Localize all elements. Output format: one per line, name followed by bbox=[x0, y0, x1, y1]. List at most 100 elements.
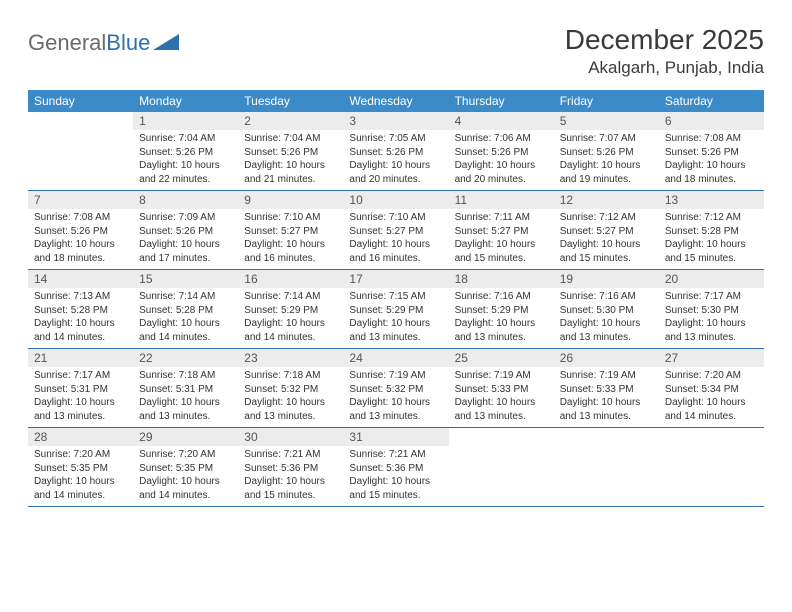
sunrise-text: Sunrise: 7:08 AM bbox=[665, 132, 758, 146]
daylight-text-2: and 19 minutes. bbox=[560, 173, 653, 187]
day-body: Sunrise: 7:09 AMSunset: 5:26 PMDaylight:… bbox=[133, 209, 238, 269]
week-row: 14Sunrise: 7:13 AMSunset: 5:28 PMDayligh… bbox=[28, 270, 764, 349]
sunset-text: Sunset: 5:26 PM bbox=[349, 146, 442, 160]
daylight-text-2: and 14 minutes. bbox=[665, 410, 758, 424]
sunrise-text: Sunrise: 7:04 AM bbox=[244, 132, 337, 146]
day-cell: 9Sunrise: 7:10 AMSunset: 5:27 PMDaylight… bbox=[238, 191, 343, 269]
sunset-text: Sunset: 5:28 PM bbox=[665, 225, 758, 239]
daylight-text-1: Daylight: 10 hours bbox=[560, 396, 653, 410]
daylight-text-1: Daylight: 10 hours bbox=[455, 159, 548, 173]
week-row: 21Sunrise: 7:17 AMSunset: 5:31 PMDayligh… bbox=[28, 349, 764, 428]
day-body: Sunrise: 7:17 AMSunset: 5:31 PMDaylight:… bbox=[28, 367, 133, 427]
sunset-text: Sunset: 5:27 PM bbox=[244, 225, 337, 239]
week-row: 1Sunrise: 7:04 AMSunset: 5:26 PMDaylight… bbox=[28, 112, 764, 191]
day-cell: 12Sunrise: 7:12 AMSunset: 5:27 PMDayligh… bbox=[554, 191, 659, 269]
day-number: 16 bbox=[238, 270, 343, 288]
daylight-text-2: and 14 minutes. bbox=[244, 331, 337, 345]
daylight-text-1: Daylight: 10 hours bbox=[349, 238, 442, 252]
daylight-text-1: Daylight: 10 hours bbox=[139, 238, 232, 252]
sunrise-text: Sunrise: 7:14 AM bbox=[139, 290, 232, 304]
daylight-text-2: and 15 minutes. bbox=[244, 489, 337, 503]
sunset-text: Sunset: 5:29 PM bbox=[349, 304, 442, 318]
day-body: Sunrise: 7:20 AMSunset: 5:34 PMDaylight:… bbox=[659, 367, 764, 427]
sunset-text: Sunset: 5:35 PM bbox=[139, 462, 232, 476]
sunset-text: Sunset: 5:27 PM bbox=[349, 225, 442, 239]
sunrise-text: Sunrise: 7:10 AM bbox=[349, 211, 442, 225]
sunset-text: Sunset: 5:26 PM bbox=[665, 146, 758, 160]
sunrise-text: Sunrise: 7:20 AM bbox=[139, 448, 232, 462]
sunrise-text: Sunrise: 7:13 AM bbox=[34, 290, 127, 304]
day-cell: 10Sunrise: 7:10 AMSunset: 5:27 PMDayligh… bbox=[343, 191, 448, 269]
daylight-text-1: Daylight: 10 hours bbox=[560, 238, 653, 252]
day-number: 22 bbox=[133, 349, 238, 367]
daylight-text-2: and 13 minutes. bbox=[244, 410, 337, 424]
day-cell: 25Sunrise: 7:19 AMSunset: 5:33 PMDayligh… bbox=[449, 349, 554, 427]
sunrise-text: Sunrise: 7:19 AM bbox=[349, 369, 442, 383]
daylight-text-1: Daylight: 10 hours bbox=[349, 475, 442, 489]
day-number: 4 bbox=[449, 112, 554, 130]
sunrise-text: Sunrise: 7:11 AM bbox=[455, 211, 548, 225]
daylight-text-1: Daylight: 10 hours bbox=[244, 159, 337, 173]
daylight-text-1: Daylight: 10 hours bbox=[349, 317, 442, 331]
day-number: 19 bbox=[554, 270, 659, 288]
day-body: Sunrise: 7:14 AMSunset: 5:29 PMDaylight:… bbox=[238, 288, 343, 348]
daylight-text-2: and 13 minutes. bbox=[34, 410, 127, 424]
day-cell: 16Sunrise: 7:14 AMSunset: 5:29 PMDayligh… bbox=[238, 270, 343, 348]
daylight-text-2: and 20 minutes. bbox=[349, 173, 442, 187]
sunset-text: Sunset: 5:33 PM bbox=[560, 383, 653, 397]
sunrise-text: Sunrise: 7:15 AM bbox=[349, 290, 442, 304]
day-body: Sunrise: 7:05 AMSunset: 5:26 PMDaylight:… bbox=[343, 130, 448, 190]
day-number: 25 bbox=[449, 349, 554, 367]
sunrise-text: Sunrise: 7:10 AM bbox=[244, 211, 337, 225]
day-cell: 22Sunrise: 7:18 AMSunset: 5:31 PMDayligh… bbox=[133, 349, 238, 427]
daylight-text-2: and 15 minutes. bbox=[455, 252, 548, 266]
brand-part2: Blue bbox=[106, 30, 150, 55]
day-body: Sunrise: 7:08 AMSunset: 5:26 PMDaylight:… bbox=[659, 130, 764, 190]
day-body: Sunrise: 7:20 AMSunset: 5:35 PMDaylight:… bbox=[133, 446, 238, 506]
day-number: 20 bbox=[659, 270, 764, 288]
day-body: Sunrise: 7:07 AMSunset: 5:26 PMDaylight:… bbox=[554, 130, 659, 190]
day-cell: 31Sunrise: 7:21 AMSunset: 5:36 PMDayligh… bbox=[343, 428, 448, 506]
sunset-text: Sunset: 5:26 PM bbox=[139, 225, 232, 239]
daylight-text-2: and 16 minutes. bbox=[349, 252, 442, 266]
daylight-text-1: Daylight: 10 hours bbox=[34, 396, 127, 410]
sunrise-text: Sunrise: 7:14 AM bbox=[244, 290, 337, 304]
day-number: 2 bbox=[238, 112, 343, 130]
day-number: 18 bbox=[449, 270, 554, 288]
day-cell: 23Sunrise: 7:18 AMSunset: 5:32 PMDayligh… bbox=[238, 349, 343, 427]
day-cell bbox=[28, 112, 133, 190]
daylight-text-2: and 13 minutes. bbox=[349, 410, 442, 424]
day-body: Sunrise: 7:16 AMSunset: 5:29 PMDaylight:… bbox=[449, 288, 554, 348]
day-body: Sunrise: 7:15 AMSunset: 5:29 PMDaylight:… bbox=[343, 288, 448, 348]
day-number: 17 bbox=[343, 270, 448, 288]
sunset-text: Sunset: 5:26 PM bbox=[560, 146, 653, 160]
dow-cell: Friday bbox=[554, 90, 659, 112]
brand-logo: GeneralBlue bbox=[28, 24, 179, 56]
daylight-text-2: and 16 minutes. bbox=[244, 252, 337, 266]
day-number: 11 bbox=[449, 191, 554, 209]
day-cell bbox=[554, 428, 659, 506]
day-number: 3 bbox=[343, 112, 448, 130]
sunrise-text: Sunrise: 7:18 AM bbox=[139, 369, 232, 383]
daylight-text-1: Daylight: 10 hours bbox=[665, 396, 758, 410]
dow-cell: Wednesday bbox=[343, 90, 448, 112]
day-number: 29 bbox=[133, 428, 238, 446]
sunset-text: Sunset: 5:35 PM bbox=[34, 462, 127, 476]
sunrise-text: Sunrise: 7:21 AM bbox=[244, 448, 337, 462]
day-number: 30 bbox=[238, 428, 343, 446]
daylight-text-1: Daylight: 10 hours bbox=[560, 317, 653, 331]
daylight-text-1: Daylight: 10 hours bbox=[455, 317, 548, 331]
sunset-text: Sunset: 5:26 PM bbox=[139, 146, 232, 160]
sunrise-text: Sunrise: 7:12 AM bbox=[560, 211, 653, 225]
day-cell: 8Sunrise: 7:09 AMSunset: 5:26 PMDaylight… bbox=[133, 191, 238, 269]
day-number: 21 bbox=[28, 349, 133, 367]
day-cell: 27Sunrise: 7:20 AMSunset: 5:34 PMDayligh… bbox=[659, 349, 764, 427]
day-body: Sunrise: 7:19 AMSunset: 5:32 PMDaylight:… bbox=[343, 367, 448, 427]
day-number: 27 bbox=[659, 349, 764, 367]
location-subtitle: Akalgarh, Punjab, India bbox=[565, 58, 764, 78]
day-body: Sunrise: 7:18 AMSunset: 5:31 PMDaylight:… bbox=[133, 367, 238, 427]
day-cell: 20Sunrise: 7:17 AMSunset: 5:30 PMDayligh… bbox=[659, 270, 764, 348]
sunset-text: Sunset: 5:36 PM bbox=[349, 462, 442, 476]
dow-cell: Thursday bbox=[449, 90, 554, 112]
day-body: Sunrise: 7:19 AMSunset: 5:33 PMDaylight:… bbox=[449, 367, 554, 427]
